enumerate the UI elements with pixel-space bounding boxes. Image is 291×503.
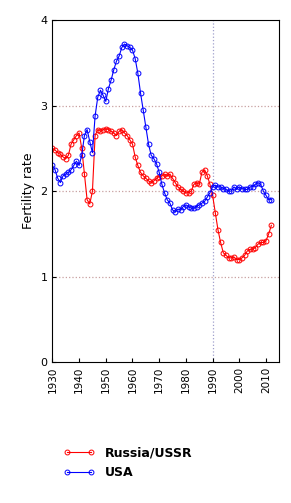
USA (173, 209, 177, 215)
Russia/USSR (64, 155, 68, 161)
USA (269, 197, 273, 203)
Russia/USSR (224, 253, 228, 259)
USA (123, 41, 126, 47)
USA (227, 188, 230, 194)
Russia/USSR (184, 190, 188, 196)
Russia/USSR (51, 145, 54, 151)
USA (51, 162, 54, 169)
USA (187, 204, 190, 210)
Y-axis label: Fertility rate: Fertility rate (22, 153, 35, 229)
Russia/USSR (269, 222, 273, 228)
USA (64, 171, 68, 177)
Line: USA: USA (50, 42, 274, 214)
Russia/USSR (96, 127, 100, 133)
USA (96, 94, 100, 100)
Legend: Russia/USSR, USA: Russia/USSR, USA (63, 447, 192, 479)
Line: Russia/USSR: Russia/USSR (50, 126, 274, 262)
Russia/USSR (83, 171, 86, 177)
USA (214, 182, 217, 188)
Russia/USSR (104, 126, 108, 132)
USA (83, 133, 86, 139)
Russia/USSR (235, 257, 238, 263)
Russia/USSR (211, 192, 214, 198)
